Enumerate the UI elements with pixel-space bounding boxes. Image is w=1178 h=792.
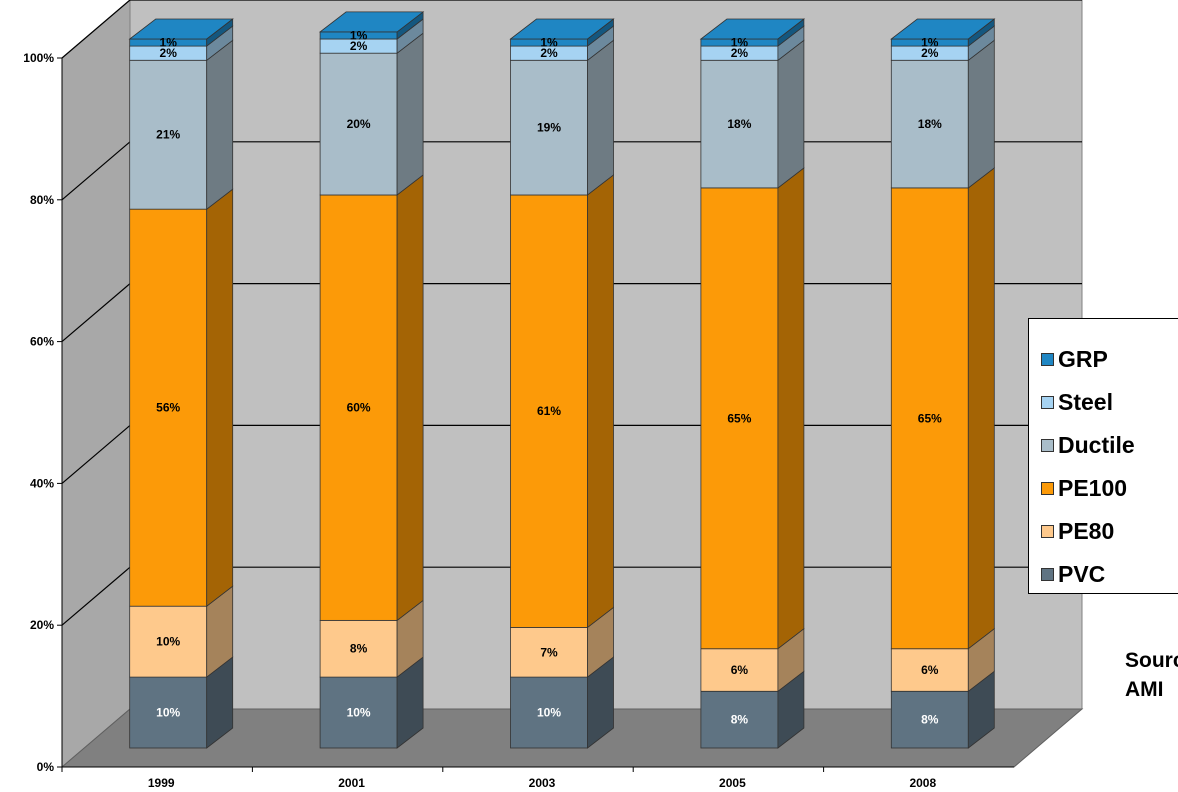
bar-ductile-2003 — [510, 59, 588, 196]
legend-item-ductile: Ductile — [1041, 430, 1135, 460]
bar-pvc-2008 — [890, 690, 969, 749]
data-label-ductile-2001: 20% — [347, 117, 371, 131]
bar-ductile-2005 — [700, 59, 779, 189]
bar-pvc-2001 — [319, 676, 398, 749]
bar-grp-2008-top — [890, 18, 996, 40]
legend-label-pe100: PE100 — [1058, 474, 1128, 501]
data-label-pe80-2008: 6% — [921, 663, 939, 677]
data-label-pe100-2001: 60% — [347, 401, 371, 415]
data-label-ductile-2008: 18% — [918, 117, 942, 131]
legend-item-pvc: PVC — [1041, 559, 1105, 589]
legend-label-pe80: PE80 — [1058, 517, 1115, 544]
bar-ductile-2005-side — [777, 39, 805, 189]
y-tick-label: 0% — [37, 760, 55, 774]
data-label-steel-2001: 2% — [350, 39, 368, 53]
legend-item-steel: Steel — [1041, 387, 1113, 417]
bar-ductile-2001 — [319, 52, 398, 196]
data-label-grp-2008: 1% — [921, 36, 939, 50]
bar-pe100-2005 — [700, 187, 779, 650]
gridline-side — [61, 566, 131, 626]
bar-grp-2001-top — [318, 11, 425, 33]
data-label-ductile-1999: 21% — [156, 128, 180, 142]
bar-pe100-1999 — [129, 208, 208, 607]
legend-item-pe80: PE80 — [1041, 516, 1114, 546]
data-label-pvc-2001: 10% — [347, 706, 371, 720]
data-label-pe100-2003: 61% — [537, 404, 561, 418]
x-tick-label-2003: 2003 — [529, 776, 556, 790]
gridline-side — [61, 283, 131, 343]
bar-pe100-2001-side — [396, 174, 424, 622]
data-label-steel-1999: 2% — [160, 46, 178, 60]
data-label-grp-2003: 1% — [540, 36, 558, 50]
bar-ductile-2003-side — [587, 39, 614, 196]
bar-pvc-2005 — [700, 690, 779, 749]
data-label-steel-2003: 2% — [540, 46, 558, 60]
data-label-pvc-1999: 10% — [156, 706, 180, 720]
bar-ductile-2001-side — [396, 32, 424, 196]
data-label-steel-2005: 2% — [731, 46, 749, 60]
y-tick-label: 20% — [30, 618, 54, 632]
bar-pvc-1999 — [129, 676, 208, 749]
legend-item-pe100: PE100 — [1041, 473, 1127, 503]
data-label-grp-2001: 1% — [350, 28, 368, 42]
side-wall — [61, 0, 131, 769]
gridline-side — [61, 0, 131, 59]
data-label-pe100-1999: 56% — [156, 401, 180, 415]
data-label-steel-2008: 2% — [921, 46, 939, 60]
source-note: Source: AMI — [1125, 649, 1178, 701]
x-tick-label-1999: 1999 — [148, 776, 175, 790]
gridline-side — [61, 141, 131, 201]
y-tick-label: 80% — [30, 193, 54, 207]
x-tick-label-2008: 2008 — [909, 776, 936, 790]
data-label-pvc-2005: 8% — [731, 713, 749, 727]
data-label-pvc-2008: 8% — [921, 713, 939, 727]
x-tick-label-2001: 2001 — [338, 776, 365, 790]
bar-pe100-1999-side — [206, 188, 234, 608]
data-label-pe100-2005: 65% — [727, 411, 751, 425]
data-label-ductile-2005: 18% — [727, 117, 751, 131]
data-label-pe80-2003: 7% — [540, 645, 558, 659]
legend-swatch-steel — [1041, 395, 1054, 409]
y-tick-label: 40% — [30, 476, 54, 490]
bar-ductile-1999-side — [206, 39, 234, 210]
legend-swatch-ductile — [1041, 438, 1054, 452]
legend-label-steel: Steel — [1058, 388, 1113, 415]
data-label-pe100-2008: 65% — [918, 411, 942, 425]
bar-ductile-2008-side — [967, 39, 995, 189]
bar-grp-2005-top — [699, 18, 806, 40]
bar-pe100-2003 — [510, 194, 588, 628]
bar-pvc-2003 — [510, 676, 588, 749]
legend-label-pvc: PVC — [1058, 560, 1106, 587]
data-label-ductile-2003: 19% — [537, 121, 561, 135]
bar-pe80-2003 — [510, 627, 588, 678]
legend-item-grp: GRP — [1041, 344, 1108, 374]
bar-grp-1999-top — [128, 18, 234, 40]
bar-pe100-2001 — [319, 194, 398, 621]
legend-swatch-grp — [1041, 352, 1054, 366]
bar-pe100-2003-side — [587, 174, 614, 629]
bar-pe100-2008-side — [967, 167, 995, 650]
gridline-side — [61, 424, 131, 484]
data-label-pe80-1999: 10% — [156, 635, 180, 649]
legend-label-ductile: Ductile — [1058, 431, 1135, 458]
bar-ductile-2008 — [890, 59, 969, 189]
bar-grp-2003-top — [509, 18, 615, 40]
legend-swatch-pe100 — [1041, 481, 1054, 495]
x-tick-label-2005: 2005 — [719, 776, 746, 790]
y-tick-label: 100% — [23, 51, 54, 65]
legend-swatch-pvc — [1041, 567, 1054, 581]
data-label-grp-1999: 1% — [160, 36, 178, 50]
legend-swatch-pe80 — [1041, 524, 1054, 538]
y-tick-label: 60% — [30, 335, 54, 349]
data-label-pe80-2001: 8% — [350, 642, 368, 656]
legend: GRP Steel Ductile PE100 PE80 PVC — [1028, 318, 1178, 594]
legend-label-grp: GRP — [1058, 345, 1108, 372]
data-label-pe80-2005: 6% — [731, 663, 749, 677]
data-label-grp-2005: 1% — [731, 36, 749, 50]
data-label-pvc-2003: 10% — [537, 706, 561, 720]
bar-pe100-2005-side — [777, 167, 805, 650]
